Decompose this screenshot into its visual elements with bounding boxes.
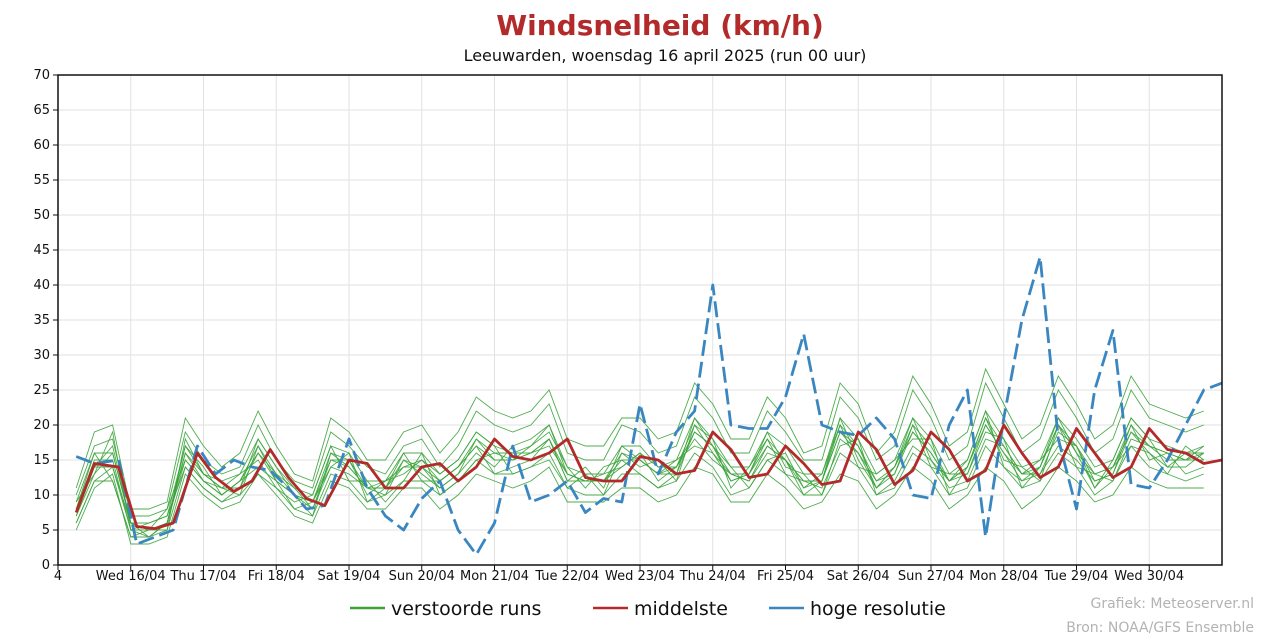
chart-subtitle: Leeuwarden, woensdag 16 april 2025 (run … bbox=[464, 46, 867, 65]
x-tick-label: Sun 27/04 bbox=[898, 569, 964, 584]
ensemble-member-line-11 bbox=[75, 410, 1204, 524]
x-tick-label: Mon 21/04 bbox=[460, 569, 529, 584]
y-tick-label: 30 bbox=[33, 348, 50, 363]
y-tick-label: 55 bbox=[33, 173, 50, 188]
high-resolution-line bbox=[75, 255, 1222, 556]
x-tick-label: Sat 19/04 bbox=[318, 569, 381, 584]
legend-label-median: middelste bbox=[634, 598, 728, 620]
y-tick-label: 0 bbox=[42, 558, 50, 573]
credit-graph: Grafiek: Meteoserver.nl bbox=[1091, 596, 1255, 612]
legend-label-high-res: hoge resolutie bbox=[810, 598, 946, 620]
x-tick-label: 4 bbox=[54, 569, 62, 584]
x-tick-label: Wed 16/04 bbox=[96, 569, 166, 584]
y-tick-label: 40 bbox=[33, 278, 50, 293]
x-tick-label: Sun 20/04 bbox=[389, 569, 455, 584]
x-tick-label: Tue 29/04 bbox=[1044, 569, 1109, 584]
high-resolution-series bbox=[75, 255, 1222, 556]
x-tick-label: Fri 18/04 bbox=[248, 569, 305, 584]
chart-title: Windsnelheid (km/h) bbox=[496, 9, 824, 42]
y-tick-label: 35 bbox=[33, 313, 50, 328]
x-tick-label: Mon 28/04 bbox=[969, 569, 1038, 584]
x-axis-ticks: 4 Wed 16/04 Thu 17/04 Fri 18/04 Sat 19/04 Sun… bbox=[54, 565, 1184, 584]
x-tick-label: Thu 24/04 bbox=[679, 569, 746, 584]
ensemble-member-line-10 bbox=[75, 445, 1204, 538]
y-axis-ticks: 0 5 10 15 20 25 30 35 40 45 50 55 60 65 70 bbox=[33, 68, 58, 573]
y-tick-label: 45 bbox=[33, 243, 50, 258]
legend: verstoorde runs middelste hoge resolutie bbox=[350, 598, 946, 620]
x-tick-label: Thu 17/04 bbox=[169, 569, 236, 584]
median-line bbox=[74, 423, 1222, 530]
ensemble-member-line-6 bbox=[75, 466, 1204, 545]
y-tick-label: 15 bbox=[33, 453, 50, 468]
x-tick-label: Wed 30/04 bbox=[1114, 569, 1184, 584]
x-tick-label: Fri 25/04 bbox=[757, 569, 814, 584]
y-tick-label: 50 bbox=[33, 208, 50, 223]
y-tick-label: 65 bbox=[33, 103, 50, 118]
y-tick-label: 5 bbox=[42, 523, 50, 538]
ensemble-member-line-7 bbox=[75, 367, 1204, 510]
x-tick-label: Sat 26/04 bbox=[827, 569, 890, 584]
median-series bbox=[74, 423, 1222, 530]
plot-frame bbox=[57, 74, 1223, 566]
y-tick-label: 20 bbox=[33, 418, 50, 433]
grid-lines bbox=[58, 75, 1222, 565]
y-tick-label: 70 bbox=[33, 68, 50, 83]
legend-label-perturbed: verstoorde runs bbox=[391, 598, 541, 620]
y-tick-label: 10 bbox=[33, 488, 50, 503]
credit-source: Bron: NOAA/GFS Ensemble bbox=[1066, 620, 1254, 636]
x-tick-label: Tue 22/04 bbox=[534, 569, 599, 584]
y-tick-label: 60 bbox=[33, 138, 50, 153]
x-tick-label: Wed 23/04 bbox=[605, 569, 675, 584]
y-tick-label: 25 bbox=[33, 383, 50, 398]
